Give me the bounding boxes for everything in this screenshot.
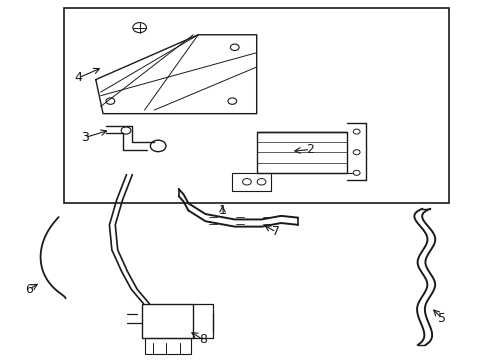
Text: 7: 7 xyxy=(272,225,280,238)
Bar xyxy=(64,8,448,203)
Bar xyxy=(142,304,193,338)
Text: 5: 5 xyxy=(437,311,445,325)
Text: 6: 6 xyxy=(25,283,33,296)
Text: 4: 4 xyxy=(75,71,82,84)
Bar xyxy=(256,132,346,173)
Text: 2: 2 xyxy=(306,143,314,156)
Text: 1: 1 xyxy=(218,204,226,217)
Text: 3: 3 xyxy=(81,131,88,144)
Bar xyxy=(144,338,190,354)
Text: 8: 8 xyxy=(199,333,206,346)
